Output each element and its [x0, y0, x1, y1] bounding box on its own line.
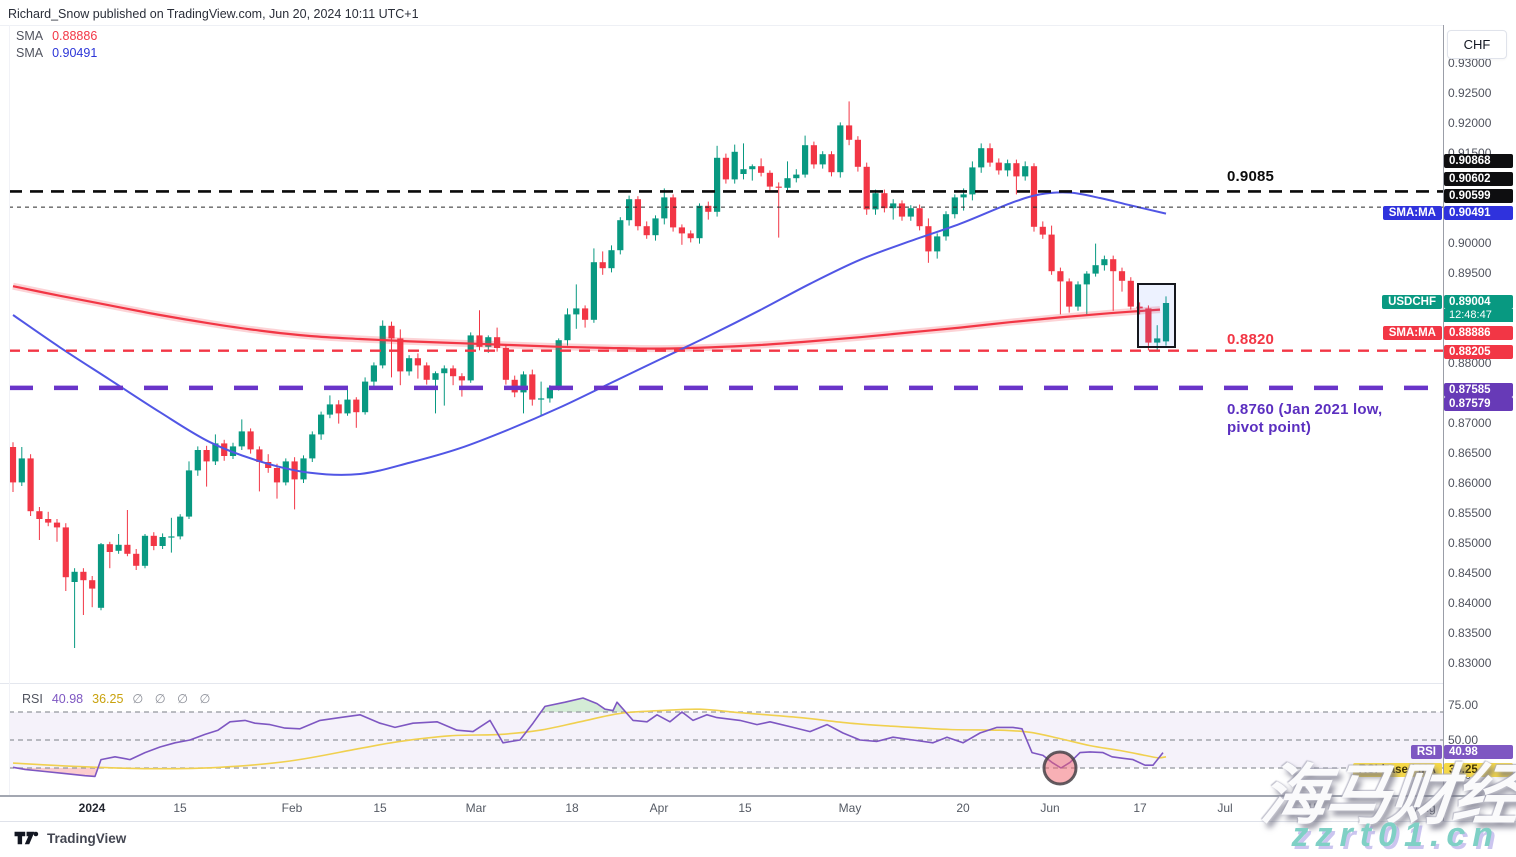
time-axis-label: 15 [738, 801, 752, 815]
price-axis-label: 0.86500 [1448, 446, 1492, 460]
price-axis-label: 0.85000 [1448, 536, 1492, 550]
rsi-badge-value: 40.98 [1444, 744, 1513, 759]
tradingview-logo-icon [14, 831, 39, 845]
price-badge-value: 0.90602 [1444, 171, 1513, 186]
rsi-badge-chip: RSI-based MA [1352, 762, 1442, 777]
rsi-value: 40.98 [51, 692, 84, 706]
price-axis-label: 0.87000 [1448, 416, 1492, 430]
time-axis-label: 15 [173, 801, 187, 815]
time-axis-label: 20 [956, 801, 970, 815]
price-badge-chip: USDCHF [1382, 295, 1442, 309]
price-axis-label: 0.84500 [1448, 566, 1492, 580]
rsi-ma-line[interactable] [12, 708, 1167, 770]
pivot-annotation-line1: 0.8760 (Jan 2021 low, [1227, 401, 1383, 418]
sma-fast-line[interactable] [12, 285, 1161, 350]
price-badge: USDCHF 0.89004 12:48:47 [1382, 295, 1513, 322]
sma-slow-legend-row[interactable]: SMA 0.90491 [16, 45, 97, 62]
price-axis-label: 0.86000 [1448, 476, 1492, 490]
chart-top-border [0, 25, 1443, 26]
rsi-badge: RSI-based MA 36.25 [1352, 762, 1513, 777]
sma-slow-label: SMA [16, 46, 44, 60]
rsi-line[interactable] [12, 697, 1164, 778]
sma-fast-label: SMA [16, 29, 44, 43]
time-axis-label: Jun [1040, 801, 1060, 815]
time-axis-top-border [0, 795, 1516, 797]
pane-separator[interactable] [0, 683, 1443, 684]
resistance-level-annotation: 0.9085 [1227, 168, 1275, 185]
sma-fast-value: 0.88886 [52, 29, 98, 43]
price-axis-label: 0.84000 [1448, 596, 1492, 610]
currency-toggle-button[interactable]: CHF [1447, 30, 1507, 59]
price-badge-value: 0.87585 [1444, 382, 1513, 397]
sma-fast-legend-row[interactable]: SMA 0.88886 [16, 28, 97, 45]
price-badge-value: 0.89004 [1444, 295, 1513, 309]
price-badge: 0.90868 [1444, 153, 1513, 168]
publish-header: Richard_Snow published on TradingView.co… [8, 7, 419, 21]
time-axis-label: Apr [649, 801, 669, 815]
support-level-annotation: 0.8820 [1227, 331, 1275, 348]
price-badge: 0.87585 [1444, 382, 1513, 397]
price-badge: 0.90599 [1444, 188, 1513, 203]
rsi-label: RSI [22, 692, 43, 706]
price-badge-value: 0.88205 [1444, 344, 1513, 359]
price-badge: 0.87579 [1444, 396, 1513, 411]
rsi-empty-band-values: ∅ ∅ ∅ ∅ [132, 692, 215, 706]
price-axis-label: 0.83000 [1448, 656, 1492, 670]
price-badge-value: 0.87579 [1444, 396, 1513, 411]
chart-left-border [9, 25, 10, 795]
tradingview-attribution[interactable]: TradingView [14, 830, 126, 846]
time-axis-label: Mar [465, 801, 487, 815]
time-axis-label: Jul [1217, 801, 1233, 815]
rsi-axis-label: 50.00 [1448, 733, 1479, 747]
price-badge-value: 0.90868 [1444, 153, 1513, 168]
price-axis-label: 0.92500 [1448, 86, 1492, 100]
price-axis-label: 0.90000 [1448, 236, 1492, 250]
indicator-legend[interactable]: SMA 0.88886 SMA 0.90491 [16, 28, 97, 62]
price-badge: SMA:MA 0.90491 [1382, 205, 1513, 220]
price-badge-chip: SMA:MA [1382, 205, 1442, 220]
time-axis-label: Aug [1414, 801, 1436, 815]
price-badge-value: 0.88886 [1444, 325, 1513, 340]
price-axis-label: 0.89500 [1448, 266, 1492, 280]
price-badge: SMA:MA 0.88886 [1382, 325, 1513, 340]
rsi-legend[interactable]: RSI 40.98 36.25 ∅ ∅ ∅ ∅ [22, 691, 223, 706]
price-badge-value: 0.90599 [1444, 188, 1513, 203]
rsi-overbought-fill [541, 698, 626, 712]
price-badge-chip: SMA:MA [1382, 325, 1442, 340]
rsi-badge-value: 36.25 [1444, 762, 1513, 777]
rsi-ma-value: 36.25 [92, 692, 124, 706]
time-axis-label: May [838, 801, 862, 815]
sma-slow-line[interactable] [12, 191, 1167, 476]
time-axis-bottom-border [0, 821, 1516, 822]
price-axis-label: 0.85500 [1448, 506, 1492, 520]
price-axis-label: 0.88000 [1448, 356, 1492, 370]
time-axis-label: 15 [1306, 801, 1320, 815]
time-axis-label: 2024 [78, 801, 106, 815]
time-axis-label: 15 [373, 801, 387, 815]
price-badge-time: 12:48:47 [1444, 309, 1513, 322]
price-badge: 0.88205 [1444, 344, 1513, 359]
time-axis-label: 18 [565, 801, 579, 815]
rsi-badge: RSI 40.98 [1410, 744, 1513, 759]
price-axis-label: 0.93000 [1448, 56, 1492, 70]
sma-slow-value: 0.90491 [52, 46, 98, 60]
candlestick-series [9, 101, 1170, 648]
price-badge-value: 0.90491 [1444, 205, 1513, 220]
time-axis-label: Feb [281, 801, 303, 815]
tradingview-brand-text: TradingView [47, 830, 127, 846]
breakout-highlight-box[interactable] [1137, 283, 1176, 348]
price-axis-label: 0.83500 [1448, 626, 1492, 640]
rsi-badge-chip: RSI [1410, 744, 1442, 759]
pivot-point-annotation: 0.8760 (Jan 2021 low, pivot point) [1227, 401, 1382, 437]
rsi-dip-marker[interactable] [1042, 750, 1078, 786]
price-badge: 0.90602 [1444, 171, 1513, 186]
time-axis-label: 17 [1133, 801, 1147, 815]
rsi-axis-label: 75.00 [1448, 698, 1479, 712]
price-axis-label: 0.92000 [1448, 116, 1492, 130]
pivot-annotation-line2: pivot point) [1227, 419, 1312, 436]
price-axis-border [1443, 25, 1444, 821]
